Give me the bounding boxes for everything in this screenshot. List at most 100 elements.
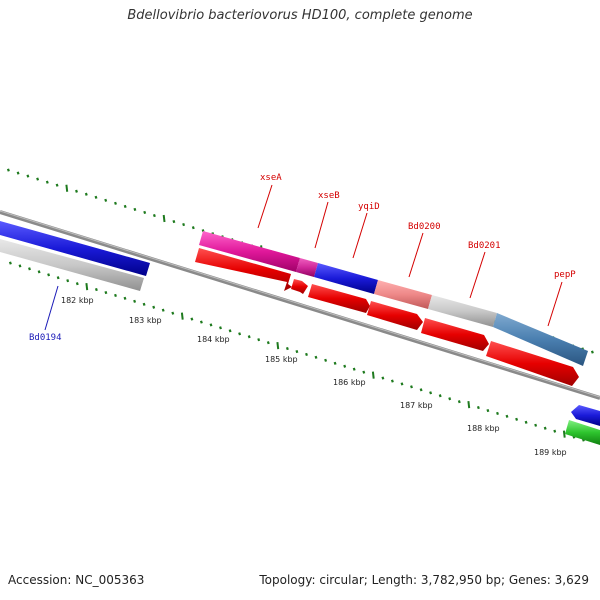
- cds-arrow-2[interactable]: [291, 279, 308, 294]
- inner-scale-minor-tick: [314, 355, 318, 359]
- gene-label-xseB: xseB: [318, 191, 340, 201]
- inner-scale-minor-tick: [381, 376, 385, 380]
- inner-scale-minor-tick: [228, 329, 232, 333]
- inner-scale-minor-tick: [8, 261, 12, 265]
- inner-scale-minor-tick: [152, 305, 156, 309]
- kbp-label-188: 188 kbp: [467, 424, 500, 433]
- inner-scale-minor-tick: [457, 400, 461, 404]
- inner-scale-minor-tick: [133, 299, 137, 303]
- cds-arrow-3[interactable]: [308, 284, 370, 313]
- inner-scale-minor-tick: [400, 382, 404, 386]
- outer-scale-minor-tick: [590, 350, 594, 354]
- inner-scale-minor-tick: [123, 296, 127, 300]
- inner-scale-minor-tick: [190, 317, 194, 321]
- inner-scale-minor-tick: [56, 276, 60, 280]
- yqiD-leader: [352, 212, 368, 259]
- gene-Bd0201-bar[interactable]: [428, 295, 497, 327]
- inner-scale-minor-tick: [94, 287, 98, 292]
- gene-Bd0194-blue-bar[interactable]: [0, 221, 150, 276]
- gene-grey-left-bar[interactable]: [0, 239, 144, 291]
- inner-scale-minor-tick: [238, 332, 242, 336]
- inner-scale-minor-tick: [448, 397, 452, 401]
- inner-scale-minor-tick: [534, 423, 538, 427]
- inner-scale-minor-tick: [257, 338, 261, 342]
- outer-scale-minor-tick: [114, 201, 117, 205]
- outer-scale-major-tick: [65, 184, 69, 192]
- cds-arrow-4[interactable]: [367, 301, 423, 330]
- inner-scale-minor-tick: [362, 370, 366, 374]
- kbp-label-182: 182 kbp: [61, 296, 94, 305]
- inner-scale-minor-tick: [496, 411, 499, 416]
- inner-scale-minor-tick: [28, 267, 31, 271]
- inner-scale-minor-tick: [171, 311, 175, 315]
- xseB-leader: [314, 201, 329, 249]
- outer-scale-minor-tick: [152, 213, 156, 218]
- gene-Bd0200-bar[interactable]: [374, 280, 432, 309]
- inner-scale-minor-tick: [285, 346, 289, 351]
- outer-scale-minor-tick: [172, 219, 176, 224]
- gene-xseA-bar[interactable]: [199, 231, 300, 272]
- inner-scale-minor-tick: [543, 426, 547, 430]
- xseA-leader: [257, 184, 273, 229]
- inner-scale-ticks: [8, 261, 585, 442]
- inner-scale-minor-tick: [66, 279, 70, 283]
- genome-backbone: [0, 210, 600, 400]
- gene-label-Bd0194: Bd0194: [29, 333, 62, 343]
- inner-scale-minor-tick: [429, 391, 433, 395]
- inner-scale-minor-tick: [199, 320, 203, 324]
- inner-scale-minor-tick: [438, 394, 442, 398]
- kbp-label-184: 184 kbp: [197, 335, 230, 344]
- inner-scale-minor-tick: [343, 364, 347, 368]
- gene-blue-right-bar[interactable]: [571, 405, 600, 426]
- inner-scale-minor-tick: [18, 264, 22, 268]
- Bd0201-leader: [469, 251, 486, 299]
- inner-scale-minor-tick: [247, 335, 251, 339]
- inner-scale-major-tick: [180, 312, 184, 320]
- outer-scale-minor-tick: [94, 195, 98, 199]
- inner-scale-minor-tick: [324, 358, 328, 362]
- cds-arrow-6[interactable]: [486, 341, 579, 386]
- inner-scale-minor-tick: [524, 420, 528, 424]
- inner-scale-minor-tick: [505, 414, 509, 418]
- outer-scale-minor-tick: [104, 198, 108, 202]
- inner-scale-minor-tick: [37, 270, 41, 274]
- kbp-label-189: 189 kbp: [534, 448, 567, 457]
- outer-scale-minor-tick: [123, 204, 127, 209]
- inner-scale-minor-tick: [161, 308, 165, 312]
- outer-scale-minor-tick: [55, 183, 59, 187]
- kbp-label-185: 185 kbp: [265, 355, 298, 364]
- gene-pepP-bar[interactable]: [493, 313, 588, 366]
- pepP-leader: [547, 281, 563, 327]
- gene-xseB-bar[interactable]: [296, 258, 318, 277]
- outer-scale-minor-tick: [16, 171, 20, 175]
- genome-backbone-highlight: [0, 210, 600, 398]
- outer-scale-minor-tick: [36, 177, 40, 181]
- inner-scale-minor-tick: [219, 326, 222, 330]
- outer-scale-minor-tick: [191, 226, 195, 230]
- inner-scale-minor-tick: [476, 405, 480, 410]
- kbp-label-186: 186 kbp: [333, 378, 366, 387]
- inner-scale-major-tick: [276, 341, 280, 350]
- inner-scale-minor-tick: [47, 273, 51, 277]
- outer-scale-minor-tick: [75, 189, 78, 193]
- outer-scale-minor-tick: [26, 174, 30, 178]
- outer-scale-minor-tick: [133, 207, 137, 212]
- gene-yqiD-bar[interactable]: [314, 263, 378, 294]
- outer-scale-minor-tick: [84, 192, 88, 196]
- gene-label-xseA: xseA: [260, 173, 282, 183]
- gene-green-right-bar[interactable]: [565, 420, 600, 445]
- gene-label-yqiD: yqiD: [358, 202, 380, 212]
- inner-scale-minor-tick: [104, 290, 108, 295]
- inner-scale-major-tick: [85, 282, 89, 291]
- inner-scale-minor-tick: [390, 379, 394, 383]
- cds-arrow-1[interactable]: [195, 248, 292, 291]
- inner-scale-minor-tick: [410, 385, 413, 389]
- map-title: Bdellovibrio bacteriovorus HD100, comple…: [127, 8, 473, 23]
- outer-scale-minor-tick: [143, 210, 147, 215]
- cds-arrow-5[interactable]: [421, 318, 489, 351]
- inner-scale-minor-tick: [333, 361, 337, 365]
- outer-scale-minor-tick: [182, 222, 186, 227]
- inner-scale-minor-tick: [486, 408, 490, 413]
- kbp-label-187: 187 kbp: [400, 401, 433, 410]
- inner-scale-major-tick: [467, 400, 471, 409]
